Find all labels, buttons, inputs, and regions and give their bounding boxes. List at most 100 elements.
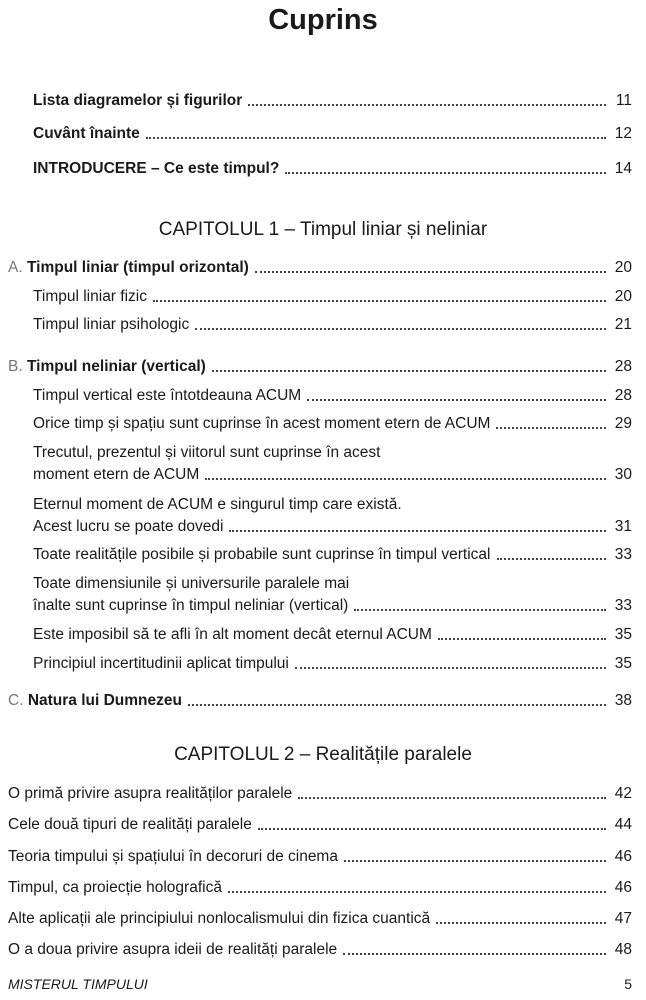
entry-text: moment etern de ACUM bbox=[33, 466, 200, 483]
entry-page: 12 bbox=[614, 125, 632, 142]
entry-text: Toate realitățile posibile și probabile … bbox=[33, 546, 491, 563]
dot-leader bbox=[254, 271, 606, 273]
entry-page: 31 bbox=[614, 518, 632, 535]
toc-entry: Lista diagramelor și figurilor 11 bbox=[33, 91, 632, 111]
dot-leader bbox=[496, 558, 606, 560]
dot-leader bbox=[257, 828, 606, 830]
toc-entry: Timpul vertical este întotdeauna ACUM 28 bbox=[33, 386, 632, 406]
entry-text: Cele două tipuri de realități paralele bbox=[8, 816, 252, 833]
dot-leader bbox=[195, 328, 606, 330]
dot-leader bbox=[307, 399, 606, 401]
entry-text: Este imposibil să te afli în alt moment … bbox=[33, 626, 432, 643]
toc-entry: Orice timp și spațiu sunt cuprinse în ac… bbox=[33, 414, 632, 434]
dot-leader bbox=[343, 860, 606, 862]
dot-leader bbox=[187, 704, 606, 706]
running-footer-title: MISTERUL TIMPULUI bbox=[8, 976, 148, 992]
entry-page: 28 bbox=[614, 387, 632, 404]
entry-text: Principiul incertitudinii aplicat timpul… bbox=[33, 655, 289, 672]
dot-leader bbox=[152, 300, 606, 302]
toc-entry: Acest lucru se poate dovedi 31 bbox=[33, 517, 632, 537]
entry-page: 20 bbox=[614, 259, 632, 276]
page-title: Cuprins bbox=[268, 4, 378, 36]
entry-page: 47 bbox=[614, 910, 632, 927]
entry-text: O a doua privire asupra ideii de realită… bbox=[8, 941, 338, 958]
entry-text: Timpul vertical este întotdeauna ACUM bbox=[33, 387, 302, 404]
dot-leader bbox=[285, 172, 606, 174]
dot-leader bbox=[436, 922, 606, 924]
toc-entry: Timpul liniar fizic 20 bbox=[33, 287, 632, 307]
entry-page: 33 bbox=[614, 597, 632, 614]
toc-entry: Cuvânt înainte 12 bbox=[33, 124, 632, 144]
entry-page: 30 bbox=[614, 466, 632, 483]
section-entry: B. Timpul neliniar (vertical) 28 bbox=[8, 357, 632, 377]
toc-entry: O a doua privire asupra ideii de realită… bbox=[8, 940, 632, 960]
entry-text: Timpul liniar psihologic bbox=[33, 316, 190, 333]
entry-text: Lista diagramelor și figurilor bbox=[33, 92, 243, 109]
dot-leader bbox=[145, 137, 606, 139]
dot-leader bbox=[354, 609, 606, 611]
entry-text: Timpul liniar fizic bbox=[33, 288, 147, 305]
entry-page: 21 bbox=[614, 316, 632, 333]
section-entry: C. Natura lui Dumnezeu 38 bbox=[8, 691, 632, 711]
entry-page: 33 bbox=[614, 546, 632, 563]
entry-page: 14 bbox=[614, 160, 632, 177]
entry-text: Cuvânt înainte bbox=[33, 125, 140, 142]
toc-entry: Timpul liniar psihologic 21 bbox=[33, 315, 632, 335]
entry-text: Timpul, ca proiecție holografică bbox=[8, 879, 222, 896]
entry-text: INTRODUCERE – Ce este timpul? bbox=[33, 160, 280, 177]
page-number: 5 bbox=[624, 976, 632, 992]
entry-first-line: Eternul moment de ACUM e singurul timp c… bbox=[33, 496, 402, 513]
dot-leader bbox=[248, 104, 606, 106]
section-prefix: A. bbox=[8, 259, 23, 276]
entry-page: 11 bbox=[615, 92, 632, 109]
toc-entry: înalte sunt cuprinse în timpul neliniar … bbox=[33, 596, 632, 616]
section-prefix: B. bbox=[8, 358, 23, 375]
chapter-heading: CAPITOLUL 2 – Realitățile paralele bbox=[174, 744, 472, 765]
entry-page: 42 bbox=[614, 785, 632, 802]
entry-page: 35 bbox=[614, 626, 632, 643]
entry-first-line: Toate dimensiunile și universurile paral… bbox=[33, 575, 350, 592]
entry-page: 46 bbox=[614, 848, 632, 865]
dot-leader bbox=[294, 667, 606, 669]
entry-page: 28 bbox=[614, 358, 632, 375]
entry-page: 44 bbox=[614, 816, 632, 833]
dot-leader bbox=[496, 427, 606, 429]
entry-text: Orice timp și spațiu sunt cuprinse în ac… bbox=[33, 415, 491, 432]
section-prefix: C. bbox=[8, 692, 24, 709]
entry-first-line: Trecutul, prezentul și viitorul sunt cup… bbox=[33, 444, 381, 461]
entry-page: 48 bbox=[614, 941, 632, 958]
entry-page: 35 bbox=[614, 655, 632, 672]
dot-leader bbox=[343, 953, 606, 955]
toc-entry: Timpul, ca proiecție holografică 46 bbox=[8, 878, 632, 898]
toc-entry: Toate realitățile posibile și probabile … bbox=[33, 545, 632, 565]
entry-text: Alte aplicații ale principiului nonlocal… bbox=[8, 910, 431, 927]
dot-leader bbox=[211, 370, 606, 372]
entry-page: 38 bbox=[614, 692, 632, 709]
entry-text: Timpul liniar (timpul orizontal) bbox=[26, 259, 249, 276]
entry-text: Teoria timpului și spațiului în decoruri… bbox=[8, 848, 338, 865]
toc-entry: Cele două tipuri de realități paralele 44 bbox=[8, 815, 632, 835]
toc-entry: Este imposibil să te afli în alt moment … bbox=[33, 625, 632, 645]
toc-entry: Alte aplicații ale principiului nonlocal… bbox=[8, 909, 632, 929]
dot-leader bbox=[298, 797, 606, 799]
dot-leader bbox=[227, 891, 606, 893]
entry-text: Acest lucru se poate dovedi bbox=[33, 518, 224, 535]
entry-page: 20 bbox=[614, 288, 632, 305]
entry-text: Timpul neliniar (vertical) bbox=[26, 358, 206, 375]
section-entry: A. Timpul liniar (timpul orizontal) 20 bbox=[8, 258, 632, 278]
toc-entry: Principiul incertitudinii aplicat timpul… bbox=[33, 654, 632, 674]
dot-leader bbox=[205, 478, 606, 480]
entry-text: Natura lui Dumnezeu bbox=[27, 692, 182, 709]
dot-leader bbox=[229, 530, 606, 532]
toc-entry: moment etern de ACUM 30 bbox=[33, 465, 632, 485]
toc-entry: O primă privire asupra realităților para… bbox=[8, 784, 632, 804]
chapter-heading: CAPITOLUL 1 – Timpul liniar și neliniar bbox=[158, 219, 488, 240]
toc-entry: INTRODUCERE – Ce este timpul? 14 bbox=[33, 159, 632, 179]
entry-text: O primă privire asupra realităților para… bbox=[8, 785, 293, 802]
entry-page: 29 bbox=[614, 415, 632, 432]
dot-leader bbox=[437, 638, 606, 640]
toc-entry: Teoria timpului și spațiului în decoruri… bbox=[8, 847, 632, 867]
entry-text: înalte sunt cuprinse în timpul neliniar … bbox=[33, 597, 349, 614]
entry-page: 46 bbox=[614, 879, 632, 896]
